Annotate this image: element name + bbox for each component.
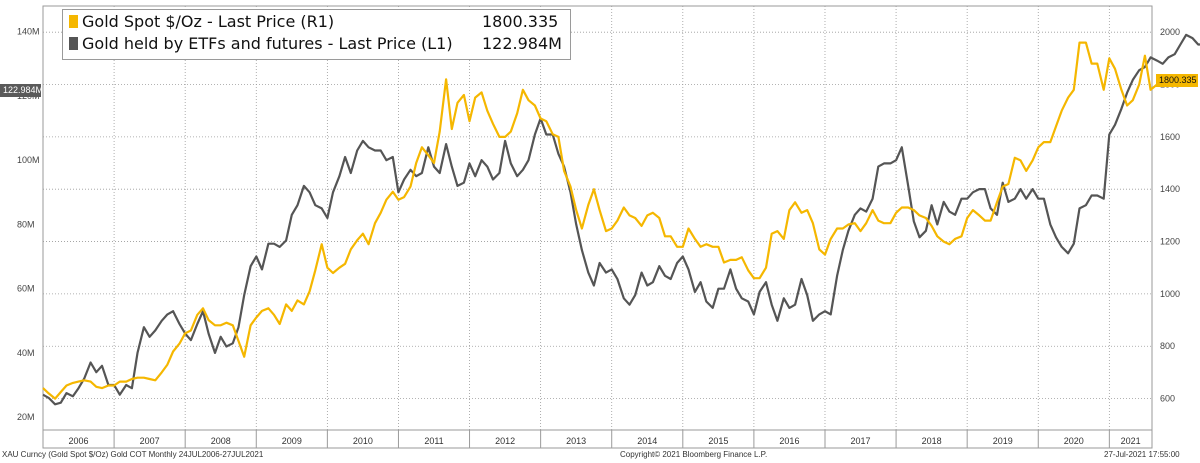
- x-axis-year-label: 2017: [851, 436, 871, 446]
- footer-source: XAU Curncy (Gold Spot $/Oz) Gold COT Mon…: [2, 450, 264, 459]
- right-axis-tick-label: 600: [1160, 394, 1175, 404]
- footer-copyright: Copyright© 2021 Bloomberg Finance L.P.: [620, 450, 768, 459]
- legend-value-gold-etf: 122.984M: [482, 34, 562, 53]
- right-axis-tick-label: 1600: [1160, 132, 1180, 142]
- x-axis-year-label: 2006: [69, 436, 89, 446]
- right-axis-tick-label: 1400: [1160, 184, 1180, 194]
- legend-value-gold-spot: 1800.335: [482, 12, 559, 31]
- left-axis-tick-label: 100M: [17, 155, 40, 165]
- left-axis-tick-label: 80M: [17, 219, 35, 229]
- left-axis-tick-label: 140M: [17, 27, 40, 37]
- gold-spot-line: [42, 41, 1158, 400]
- x-axis-year-label: 2013: [566, 436, 586, 446]
- legend-swatch-gold-spot: [69, 15, 78, 28]
- plot-frame: [42, 5, 1153, 449]
- right-axis-tick-label: 1000: [1160, 289, 1180, 299]
- x-axis-year-label: 2008: [211, 436, 231, 446]
- x-axis-year-label: 2007: [140, 436, 160, 446]
- right-axis-tick-label: 800: [1160, 341, 1175, 351]
- legend-label-gold-spot: Gold Spot $/Oz - Last Price (R1): [82, 12, 335, 31]
- right-last-price-tag: 1800.335: [1156, 74, 1198, 87]
- legend: Gold Spot $/Oz - Last Price (R1) 1800.33…: [62, 9, 571, 60]
- gold-etf-holdings-line: [42, 33, 1200, 406]
- x-axis-year-label: 2014: [637, 436, 657, 446]
- footer-timestamp: 27-Jul-2021 17:55:00: [1104, 450, 1180, 459]
- legend-label-gold-etf: Gold held by ETFs and futures - Last Pri…: [82, 34, 453, 53]
- right-axis-tick-label: 2000: [1160, 27, 1180, 37]
- x-axis-year-label: 2019: [993, 436, 1013, 446]
- legend-item-gold-spot: Gold Spot $/Oz - Last Price (R1) 1800.33…: [69, 12, 558, 34]
- x-axis-year-label: 2021: [1121, 436, 1141, 446]
- x-axis-year-label: 2020: [1064, 436, 1084, 446]
- x-axis-year-label: 2015: [708, 436, 728, 446]
- left-axis-tick-label: 20M: [17, 412, 35, 422]
- x-axis-year-label: 2009: [282, 436, 302, 446]
- x-axis-year-label: 2016: [779, 436, 799, 446]
- x-axis-year-label: 2011: [424, 436, 443, 446]
- x-axis-year-label: 2010: [353, 436, 373, 446]
- x-axis-year-label: 2018: [922, 436, 942, 446]
- right-axis-tick-label: 1200: [1160, 237, 1180, 247]
- legend-swatch-gold-etf: [69, 37, 78, 50]
- left-axis-tick-label: 40M: [17, 348, 35, 358]
- x-axis-year-label: 2012: [495, 436, 515, 446]
- left-last-price-tag: 122.984M: [0, 84, 43, 97]
- left-axis-tick-label: 60M: [17, 284, 35, 294]
- legend-item-gold-etf: Gold held by ETFs and futures - Last Pri…: [69, 34, 562, 56]
